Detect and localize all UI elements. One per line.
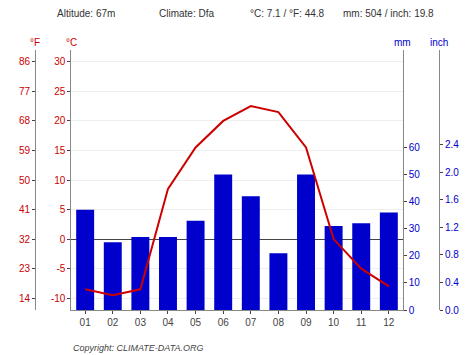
svg-text:-5: -5: [56, 263, 65, 274]
svg-text:2.0: 2.0: [445, 167, 459, 178]
svg-text:Altitude: 67m: Altitude: 67m: [57, 8, 115, 19]
svg-text:2.4: 2.4: [445, 139, 459, 150]
svg-text:10: 10: [328, 317, 340, 328]
svg-text:10: 10: [54, 175, 66, 186]
svg-text:mm: mm: [394, 37, 411, 48]
svg-text:86: 86: [19, 56, 31, 67]
svg-text:inch: inch: [430, 37, 448, 48]
svg-text:5: 5: [60, 204, 66, 215]
svg-text:30: 30: [409, 223, 421, 234]
svg-text:1.6: 1.6: [445, 194, 459, 205]
svg-text:0.0: 0.0: [445, 305, 459, 316]
svg-text:0.4: 0.4: [445, 277, 459, 288]
svg-text:03: 03: [135, 317, 147, 328]
svg-text:50: 50: [409, 169, 421, 180]
svg-text:Climate: Dfa: Climate: Dfa: [159, 8, 214, 19]
svg-text:25: 25: [54, 86, 66, 97]
svg-text:59: 59: [19, 145, 31, 156]
svg-text:32: 32: [19, 234, 31, 245]
svg-text:0: 0: [60, 234, 66, 245]
svg-text:12: 12: [383, 317, 395, 328]
svg-text:05: 05: [190, 317, 202, 328]
svg-text:23: 23: [19, 263, 31, 274]
svg-text:02: 02: [107, 317, 119, 328]
svg-text:41: 41: [19, 204, 31, 215]
svg-text:15: 15: [54, 145, 66, 156]
svg-text:40: 40: [409, 196, 421, 207]
svg-text:11: 11: [356, 317, 367, 328]
svg-text:50: 50: [19, 175, 31, 186]
svg-text:07: 07: [245, 317, 257, 328]
svg-text:10: 10: [409, 277, 421, 288]
svg-text:-10: -10: [51, 293, 66, 304]
svg-text:0: 0: [409, 305, 415, 316]
svg-text:68: 68: [19, 115, 31, 126]
svg-text:09: 09: [300, 317, 312, 328]
svg-text:60: 60: [409, 142, 421, 153]
svg-text:°C: 7.1 / °F: 44.8: °C: 7.1 / °F: 44.8: [250, 8, 325, 19]
svg-text:Copyright: CLIMATE-DATA.ORG: Copyright: CLIMATE-DATA.ORG: [73, 343, 204, 353]
svg-text:20: 20: [54, 115, 66, 126]
svg-text:0.8: 0.8: [445, 249, 459, 260]
svg-text:mm: 504 / inch: 19.8: mm: 504 / inch: 19.8: [343, 8, 434, 19]
svg-text:04: 04: [162, 317, 174, 328]
svg-text:06: 06: [218, 317, 230, 328]
svg-text:30: 30: [54, 56, 66, 67]
svg-text:°C: °C: [66, 37, 77, 48]
svg-text:20: 20: [409, 250, 421, 261]
svg-text:1.2: 1.2: [445, 222, 459, 233]
svg-text:14: 14: [19, 293, 31, 304]
svg-text:77: 77: [19, 86, 31, 97]
svg-text:01: 01: [80, 317, 92, 328]
svg-text:°F: °F: [30, 37, 40, 48]
svg-text:08: 08: [273, 317, 285, 328]
